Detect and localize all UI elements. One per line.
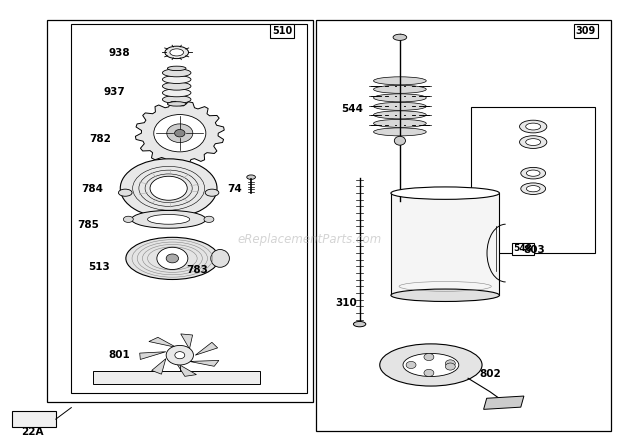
Ellipse shape (373, 128, 427, 136)
Ellipse shape (373, 94, 427, 102)
Ellipse shape (167, 66, 186, 71)
Ellipse shape (520, 120, 547, 133)
Text: 785: 785 (77, 220, 99, 230)
Text: 782: 782 (89, 134, 112, 143)
Ellipse shape (148, 214, 190, 224)
Text: 784: 784 (81, 184, 103, 194)
Ellipse shape (373, 119, 427, 127)
Text: 783: 783 (186, 265, 208, 274)
Ellipse shape (391, 187, 500, 199)
Ellipse shape (403, 353, 459, 377)
Ellipse shape (373, 103, 427, 111)
Text: 513: 513 (88, 262, 110, 272)
Ellipse shape (162, 82, 191, 90)
Ellipse shape (373, 111, 427, 119)
Circle shape (424, 369, 434, 377)
Text: 544: 544 (341, 104, 363, 114)
Circle shape (166, 345, 193, 365)
Ellipse shape (118, 189, 132, 196)
Circle shape (175, 352, 185, 359)
Text: 802: 802 (479, 369, 501, 379)
Ellipse shape (204, 216, 214, 222)
Polygon shape (181, 334, 193, 349)
Circle shape (167, 124, 193, 143)
Ellipse shape (211, 250, 229, 267)
Polygon shape (12, 411, 56, 427)
Ellipse shape (526, 170, 540, 176)
Ellipse shape (150, 176, 187, 200)
Text: 937: 937 (104, 87, 126, 97)
Ellipse shape (526, 186, 540, 192)
Text: eReplacementParts.com: eReplacementParts.com (238, 233, 382, 246)
Ellipse shape (167, 102, 186, 106)
Circle shape (157, 247, 188, 270)
Ellipse shape (373, 85, 427, 93)
Polygon shape (190, 361, 219, 366)
Circle shape (445, 363, 455, 370)
Ellipse shape (165, 46, 188, 59)
Ellipse shape (162, 69, 191, 77)
Circle shape (406, 361, 416, 369)
Text: 548: 548 (513, 244, 532, 253)
Ellipse shape (126, 237, 219, 280)
Polygon shape (195, 342, 218, 355)
Circle shape (166, 254, 179, 263)
Ellipse shape (123, 216, 133, 222)
Ellipse shape (162, 89, 191, 97)
Ellipse shape (373, 77, 427, 85)
Ellipse shape (247, 175, 255, 179)
Ellipse shape (205, 189, 219, 196)
Ellipse shape (131, 210, 206, 228)
Ellipse shape (379, 344, 482, 386)
Text: 938: 938 (108, 48, 130, 58)
Text: 74: 74 (227, 184, 242, 194)
Ellipse shape (120, 159, 217, 218)
Circle shape (424, 353, 434, 361)
Text: 803: 803 (523, 245, 546, 254)
Polygon shape (391, 193, 500, 295)
Polygon shape (149, 337, 176, 347)
Ellipse shape (520, 136, 547, 148)
Ellipse shape (170, 49, 184, 56)
Circle shape (445, 360, 455, 367)
Ellipse shape (391, 289, 500, 301)
Ellipse shape (353, 321, 366, 327)
Ellipse shape (526, 123, 541, 130)
Ellipse shape (526, 139, 541, 146)
Ellipse shape (521, 167, 546, 179)
Polygon shape (140, 352, 166, 360)
Polygon shape (484, 396, 524, 409)
Polygon shape (152, 359, 166, 374)
Circle shape (175, 130, 185, 137)
Ellipse shape (393, 34, 407, 40)
Circle shape (154, 115, 206, 152)
Text: 309: 309 (576, 26, 596, 36)
Ellipse shape (162, 75, 191, 83)
Text: 801: 801 (108, 350, 131, 360)
Ellipse shape (162, 95, 191, 103)
Polygon shape (93, 371, 260, 384)
Polygon shape (176, 363, 197, 377)
Text: 22A: 22A (21, 427, 43, 436)
Ellipse shape (394, 136, 405, 145)
Text: 310: 310 (335, 298, 357, 308)
Text: 510: 510 (272, 26, 292, 36)
Ellipse shape (521, 183, 546, 194)
Polygon shape (135, 101, 224, 165)
